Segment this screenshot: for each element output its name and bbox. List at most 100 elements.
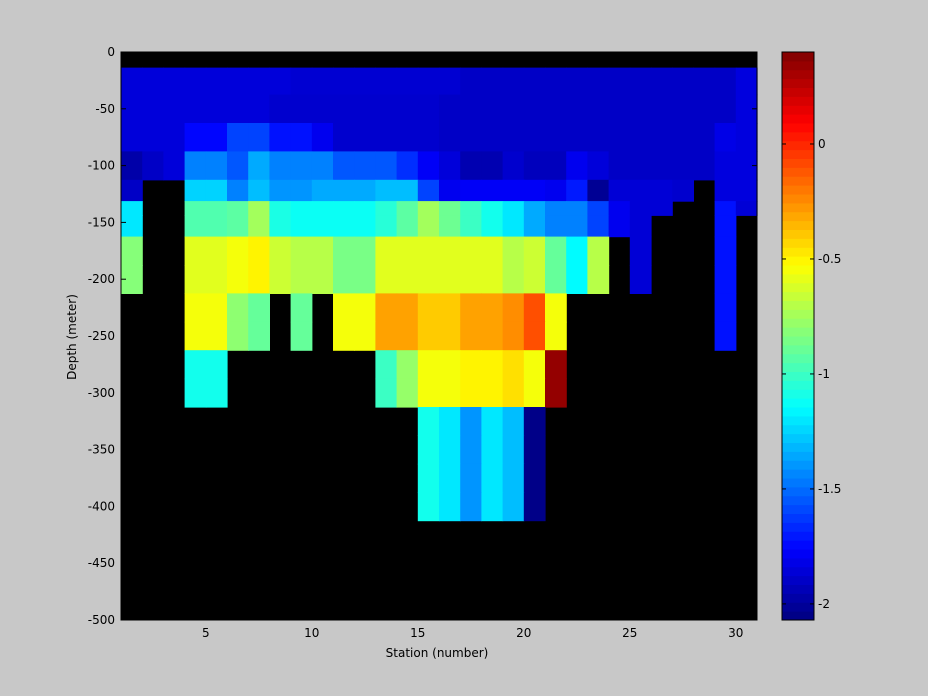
heatmap-cell <box>481 435 504 465</box>
heatmap-cell <box>396 123 419 152</box>
heatmap-cell <box>481 179 504 202</box>
heatmap-cell <box>502 179 525 202</box>
heatmap-cell <box>714 265 737 294</box>
heatmap-cell <box>735 151 758 181</box>
heatmap-cell <box>290 123 313 152</box>
heatmap-cell <box>184 378 207 408</box>
heatmap-cell <box>460 123 482 152</box>
heatmap-cell <box>290 67 313 96</box>
heatmap-cell <box>523 151 546 181</box>
heatmap-cell <box>375 293 398 323</box>
heatmap-cell <box>184 215 207 238</box>
heatmap-cell <box>375 378 398 408</box>
colorbar-swatch <box>782 504 814 515</box>
colorbar-swatch <box>782 291 814 302</box>
heatmap-cell <box>460 215 482 238</box>
colorbar-swatch <box>782 149 814 160</box>
colorbar-swatch <box>782 336 814 346</box>
heatmap-cell <box>502 215 525 238</box>
y-tick-label: -100 <box>88 159 115 173</box>
heatmap-cell <box>545 350 567 380</box>
heatmap-cell <box>354 151 376 181</box>
y-tick-label: -300 <box>88 386 115 400</box>
heatmap-cell <box>354 236 376 266</box>
heatmap-cell <box>439 94 461 124</box>
heatmap-cell <box>121 123 143 152</box>
heatmap-cell <box>248 67 270 96</box>
heatmap-cell <box>523 236 546 266</box>
colorbar-swatch <box>782 327 814 337</box>
heatmap-cell <box>502 201 525 216</box>
heatmap-cell <box>121 236 143 266</box>
y-axis-label: Depth (meter) <box>65 294 79 380</box>
heatmap-cell <box>290 236 313 266</box>
heatmap-cell <box>629 215 652 238</box>
heatmap-cell <box>375 123 398 152</box>
heatmap-cell <box>545 293 567 323</box>
heatmap-cell <box>227 265 249 294</box>
heatmap-cell <box>502 321 525 351</box>
heatmap-cell <box>354 293 376 323</box>
heatmap-cell <box>227 151 249 181</box>
colorbar-swatch <box>782 52 814 62</box>
heatmap-cell <box>714 236 737 266</box>
heatmap-cell <box>481 492 504 522</box>
heatmap-cell <box>502 236 525 266</box>
heatmap-cell <box>311 201 334 216</box>
heatmap-cell <box>651 123 673 152</box>
heatmap-cell <box>545 67 567 96</box>
heatmap-cell <box>566 201 588 216</box>
heatmap-cell <box>333 321 355 351</box>
heatmap-cell <box>142 67 164 96</box>
heatmap-cell <box>523 215 546 238</box>
heatmap-cell <box>121 179 143 202</box>
heatmap-cell <box>205 151 228 181</box>
x-tick-label: 10 <box>304 626 319 640</box>
heatmap-cell <box>523 321 546 351</box>
colorbar-tick-label: 0 <box>818 137 826 151</box>
heatmap-cell <box>481 67 504 96</box>
heatmap-cell <box>714 67 737 96</box>
heatmap-cell <box>333 215 355 238</box>
colorbar-swatch <box>782 540 814 550</box>
heatmap-cell <box>227 123 249 152</box>
heatmap-cell <box>693 151 716 181</box>
heatmap-cell <box>269 201 292 216</box>
heatmap-cell <box>333 151 355 181</box>
heatmap-cell <box>523 293 546 323</box>
colorbar-swatch <box>782 60 814 71</box>
heatmap-cell <box>629 123 652 152</box>
colorbar-frame <box>781 51 815 621</box>
heatmap-cell <box>354 179 376 202</box>
heatmap-cell <box>333 236 355 266</box>
colorbar-swatch <box>782 557 814 568</box>
heatmap-cell <box>481 201 504 216</box>
colorbar-swatch <box>782 114 814 124</box>
heatmap-cell <box>460 463 482 493</box>
heatmap-cell <box>396 236 419 266</box>
heatmap-cell <box>566 215 588 238</box>
heatmap-cell <box>227 215 249 238</box>
heatmap-cell <box>417 236 440 266</box>
heatmap-cell <box>205 215 228 238</box>
heatmap-cell <box>523 201 546 216</box>
heatmap-cell <box>311 67 334 96</box>
colorbar-swatch <box>782 495 814 506</box>
heatmap-cell <box>672 179 694 202</box>
heatmap-cell <box>608 215 631 238</box>
heatmap-cell <box>587 179 610 202</box>
heatmap-cell <box>417 215 440 238</box>
heatmap-cell <box>502 435 525 465</box>
heatmap-cell <box>417 435 440 465</box>
heatmap-cell <box>460 293 482 323</box>
heatmap-cell <box>248 201 270 216</box>
heatmap-cell <box>714 151 737 181</box>
heatmap-cell <box>333 123 355 152</box>
y-tick-label: 0 <box>107 45 115 59</box>
heatmap-cell <box>121 94 143 124</box>
heatmap-cell <box>417 265 440 294</box>
heatmap-cell <box>629 236 652 266</box>
x-tick-label: 20 <box>516 626 531 640</box>
heatmap-cell <box>396 94 419 124</box>
